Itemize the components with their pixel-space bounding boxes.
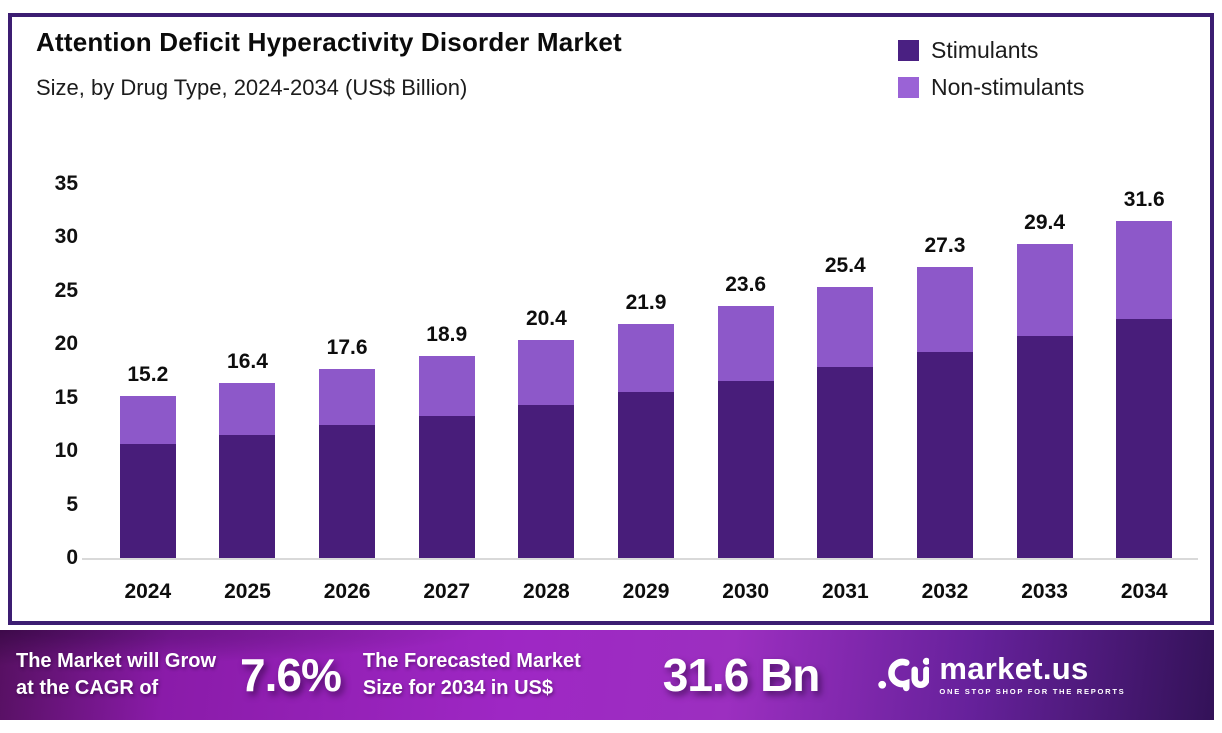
y-tick-label: 35: [54, 172, 78, 195]
y-tick-label: 25: [54, 278, 78, 302]
legend-item-stimulants: Stimulants: [898, 37, 1084, 64]
x-tick-label: 2030: [722, 580, 770, 603]
stimulants-swatch-icon: [898, 40, 919, 61]
bar-segment-non-stimulants: [817, 287, 874, 367]
stacked-bar: [916, 267, 973, 558]
forecast-value: 31.6 Bn: [662, 649, 821, 701]
bar-column: 17.6: [297, 184, 397, 558]
bar-total-label: 27.3: [924, 234, 966, 257]
stacked-bar: [618, 324, 675, 558]
x-tick-label: 2032: [921, 580, 969, 603]
stacked-bar: [119, 396, 176, 558]
x-tick-label: 2025: [224, 580, 271, 603]
bar-total-label: 25.4: [824, 254, 866, 277]
stacked-bar: [518, 340, 575, 558]
bars-area: 15.2 16.4 17.6 18.9 20.4 21.9 23.6 25.4 27.3 29.4…: [98, 184, 1194, 558]
brand-tagline: ONE STOP SHOP FOR THE REPORTS: [939, 687, 1126, 696]
bar-total-label: 15.2: [127, 363, 169, 386]
bar-segment-non-stimulants: [319, 369, 376, 425]
x-tick-label: 2033: [1021, 580, 1068, 603]
bar-column: 21.9: [596, 184, 696, 558]
bar-column: 31.6: [1094, 184, 1194, 558]
x-axis-line: [82, 558, 1198, 560]
bar-segment-non-stimulants: [1116, 221, 1173, 319]
bar-column: 15.2: [98, 184, 198, 558]
bar-total-label: 17.6: [326, 336, 368, 359]
bottom-banner: The Market will Grow at the CAGR of 7.6%…: [0, 630, 1214, 720]
bar-total-label: 18.9: [426, 323, 468, 346]
bar-total-label: 20.4: [525, 307, 567, 330]
bar-segment-stimulants: [518, 405, 575, 558]
bar-segment-non-stimulants: [1016, 244, 1073, 336]
y-tick-label: 20: [54, 332, 78, 356]
non-stimulants-swatch-icon: [898, 77, 919, 98]
cagr-label: The Market will Grow at the CAGR of: [16, 650, 217, 699]
market-us-logo: market.us ONE STOP SHOP FOR THE REPORTS: [877, 652, 1125, 698]
stacked-bar: [219, 383, 276, 558]
stacked-bar: [1116, 221, 1173, 558]
legend-label: Non-stimulants: [931, 74, 1085, 100]
bar-segment-non-stimulants: [916, 267, 973, 352]
bar-column: 20.4: [497, 184, 597, 558]
stacked-bar: [418, 356, 475, 558]
legend-label: Stimulants: [931, 37, 1039, 63]
bar-segment-stimulants: [817, 367, 874, 558]
bar-segment-non-stimulants: [717, 306, 774, 381]
bar-segment-stimulants: [1116, 319, 1173, 558]
chart-title: Attention Deficit Hyperactivity Disorder…: [36, 27, 622, 57]
bar-segment-stimulants: [916, 352, 973, 558]
bar-segment-stimulants: [618, 392, 675, 558]
stacked-bar: [717, 306, 774, 558]
y-tick-label: 10: [54, 439, 78, 463]
bar-column: 23.6: [696, 184, 796, 558]
bar-total-label: 21.9: [625, 291, 667, 314]
bar-total-label: 29.4: [1024, 211, 1066, 234]
chart-panel: Attention Deficit Hyperactivity Disorder…: [8, 13, 1214, 625]
x-tick-label: 2024: [124, 580, 172, 603]
y-tick-label: 0: [66, 546, 78, 569]
bar-total-label: 23.6: [725, 273, 767, 296]
bar-column: 16.4: [198, 184, 298, 558]
bar-segment-non-stimulants: [618, 324, 675, 392]
chart-subtitle: Size, by Drug Type, 2024-2034 (US$ Billi…: [36, 75, 468, 100]
bar-column: 25.4: [795, 184, 895, 558]
x-tick-label: 2031: [821, 580, 869, 603]
bar-segment-stimulants: [1016, 336, 1073, 558]
x-tick-label: 2028: [523, 580, 570, 603]
y-tick-label: 15: [54, 385, 78, 409]
legend: Stimulants Non-stimulants: [898, 37, 1084, 101]
forecast-label: The Forecasted Market Size for 2034 in U…: [362, 650, 581, 699]
bar-segment-non-stimulants: [518, 340, 575, 405]
cagr-value: 7.6%: [240, 649, 342, 701]
bar-segment-stimulants: [319, 425, 376, 558]
y-tick-label: 5: [66, 492, 78, 516]
x-axis-labels: 2024 2025 2026 2027 2028 2029 2030 2031 2032 2033…: [98, 580, 1194, 604]
x-tick-label: 2034: [1120, 580, 1168, 603]
bar-segment-stimulants: [418, 416, 475, 558]
x-tick-label: 2026: [323, 580, 371, 603]
bar-segment-stimulants: [219, 435, 276, 558]
stacked-bar: [319, 369, 376, 558]
market-us-wordmark: market.us: [939, 651, 1089, 686]
x-tick-label: 2029: [622, 580, 670, 603]
bar-total-label: 16.4: [227, 350, 268, 373]
bar-column: 27.3: [895, 184, 995, 558]
x-tick-label: 2027: [423, 580, 471, 603]
stacked-bar: [817, 287, 874, 558]
legend-item-non-stimulants: Non-stimulants: [898, 74, 1084, 101]
bar-segment-non-stimulants: [219, 383, 276, 435]
bar-column: 29.4: [995, 184, 1095, 558]
bar-segment-non-stimulants: [119, 396, 176, 444]
stacked-bar: [1016, 244, 1073, 558]
bar-segment-stimulants: [717, 381, 774, 558]
bar-segment-stimulants: [119, 444, 176, 558]
y-tick-label: 30: [54, 225, 78, 249]
bar-total-label: 31.6: [1123, 188, 1165, 211]
market-us-swirl-icon: [878, 657, 930, 692]
bar-segment-non-stimulants: [418, 356, 475, 416]
bar-column: 18.9: [397, 184, 497, 558]
